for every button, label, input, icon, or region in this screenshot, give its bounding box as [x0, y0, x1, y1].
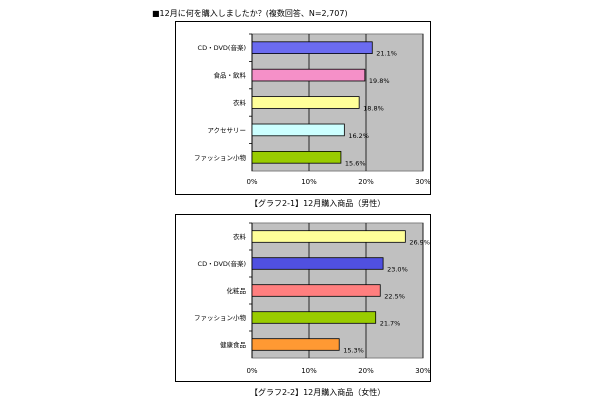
chart-1-bar [251, 41, 373, 54]
chart-2-value-label: 21.7% [380, 320, 401, 328]
chart-1-bar [251, 151, 342, 164]
chart-2-x-tick-label: 20% [358, 367, 374, 375]
chart-1-x-tick-label: 0% [246, 178, 257, 186]
chart-2-x-tick-label: 0% [246, 367, 257, 375]
chart-2-bar [251, 257, 384, 270]
chart-1-category-label: 食品・飲料 [214, 71, 247, 80]
chart-2-category-label: ファッション小物 [194, 313, 247, 322]
chart-2-category-label: 健康食品 [220, 340, 246, 349]
chart-1-x-tick-label: 10% [301, 178, 317, 186]
chart-2: 0% 10% 20% 30% 衣料 26.9% CD・DVD(音楽) 23.0% 化粧品 22.5… [175, 214, 431, 382]
chart-1-caption: 【グラフ2-1】12月購入商品（男性） [250, 199, 386, 208]
chart-2-value-label: 22.5% [384, 293, 405, 301]
chart-1-bar [251, 68, 366, 82]
chart-1-value-label: 18.8% [363, 105, 384, 113]
chart-1-bar [251, 123, 345, 137]
chart-1-value-label: 16.2% [348, 132, 369, 140]
chart-1: 0% 10% 20% 30% CD・DVD(音楽) 21.1% 食品・飲料 19.8% 衣料 18… [175, 21, 431, 195]
chart-1-bar [251, 96, 360, 109]
chart-1-x-tick-label: 30% [415, 178, 430, 186]
chart-1-value-label: 21.1% [376, 50, 397, 58]
chart-2-x-tick-label: 30% [415, 367, 430, 375]
chart-2-category-label: CD・DVD(音楽) [198, 259, 246, 268]
chart-2-svg: 0% 10% 20% 30% 衣料 26.9% CD・DVD(音楽) 23.0% 化粧品 22.5… [194, 222, 430, 375]
chart-1-svg: 0% 10% 20% 30% CD・DVD(音楽) 21.1% 食品・飲料 19.8% 衣料 18… [194, 33, 430, 186]
chart-2-category-label: 化粧品 [227, 286, 247, 295]
chart-1-category-label: 衣料 [233, 98, 247, 107]
chart-2-value-label: 26.9% [409, 239, 430, 247]
chart-2-value-label: 15.3% [343, 347, 364, 355]
chart-1-x-tick-label: 20% [358, 178, 374, 186]
chart-1-category-label: アクセサリー [207, 126, 246, 134]
chart-2-caption: 【グラフ2-2】12月購入商品（女性） [250, 388, 386, 397]
chart-2-x-tick-label: 10% [301, 367, 317, 375]
main-title: ■12月に何を購入しましたか？(複数回答、N=2,707) [152, 9, 348, 18]
chart-2-category-label: 衣料 [233, 232, 247, 241]
chart-2-bar [251, 338, 340, 351]
chart-1-value-label: 19.8% [369, 77, 390, 85]
chart-2-bar [251, 311, 377, 324]
chart-1-category-label: CD・DVD(音楽) [198, 43, 246, 52]
chart-2-value-label: 23.0% [387, 266, 408, 274]
chart-2-bar [251, 284, 381, 297]
chart-1-category-label: ファッション小物 [194, 153, 247, 162]
chart-1-value-label: 15.6% [345, 159, 366, 167]
chart-2-bar [251, 230, 406, 243]
